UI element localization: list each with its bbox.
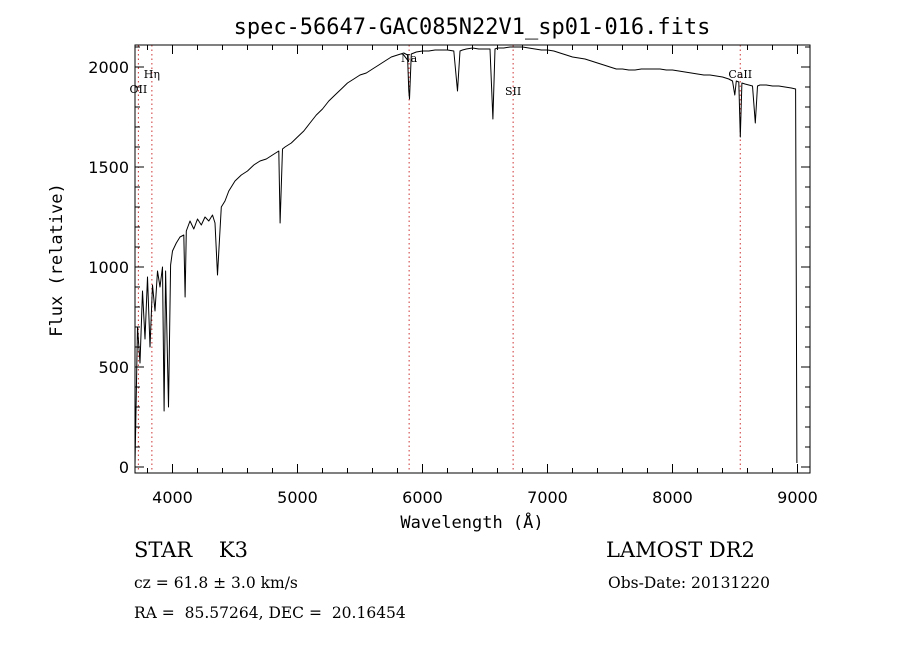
star-class: STAR K3 — [134, 538, 248, 562]
x-tick-label: 7000 — [527, 488, 568, 507]
line-marker-label: Hη — [144, 68, 160, 81]
y-tick-label: 1500 — [88, 158, 129, 177]
x-axis-label: Wavelength (Å) — [400, 511, 543, 533]
x-tick-label: 6000 — [402, 488, 443, 507]
plot-frame — [134, 44, 811, 474]
ra-dec: RA = 85.57264, DEC = 20.16454 — [134, 604, 406, 622]
y-tick-label: 0 — [119, 458, 129, 477]
y-tick-label: 500 — [98, 358, 129, 377]
survey-name: LAMOST DR2 — [606, 538, 755, 562]
x-tick-label: 9000 — [777, 488, 818, 507]
x-tick-label: 5000 — [277, 488, 318, 507]
y-tick-label: 2000 — [88, 58, 129, 77]
obs-date: Obs-Date: 20131220 — [608, 574, 770, 592]
line-marker-label: OII — [130, 83, 148, 96]
y-axis-label: Flux (relative) — [47, 183, 67, 337]
line-marker-label: Na — [401, 52, 418, 65]
line-marker-label: CaII — [728, 68, 752, 81]
spectrum-line — [134, 46, 798, 466]
redshift-text: cz = 61.8 ± 3.0 km/s — [134, 574, 298, 592]
line-marker-label: SII — [505, 85, 521, 98]
spectrum-series — [134, 46, 798, 466]
axis-ticks: 4000 5000 6000 7000 8000 9000 0 500 1000 1500 2000 — [88, 45, 818, 507]
line-markers: OII Hη Na SII CaII — [130, 45, 752, 473]
x-tick-label: 8000 — [652, 488, 693, 507]
x-tick-label: 4000 — [152, 488, 193, 507]
chart-title: spec-56647-GAC085N22V1_sp01-016.fits — [234, 15, 711, 40]
y-tick-label: 1000 — [88, 258, 129, 277]
